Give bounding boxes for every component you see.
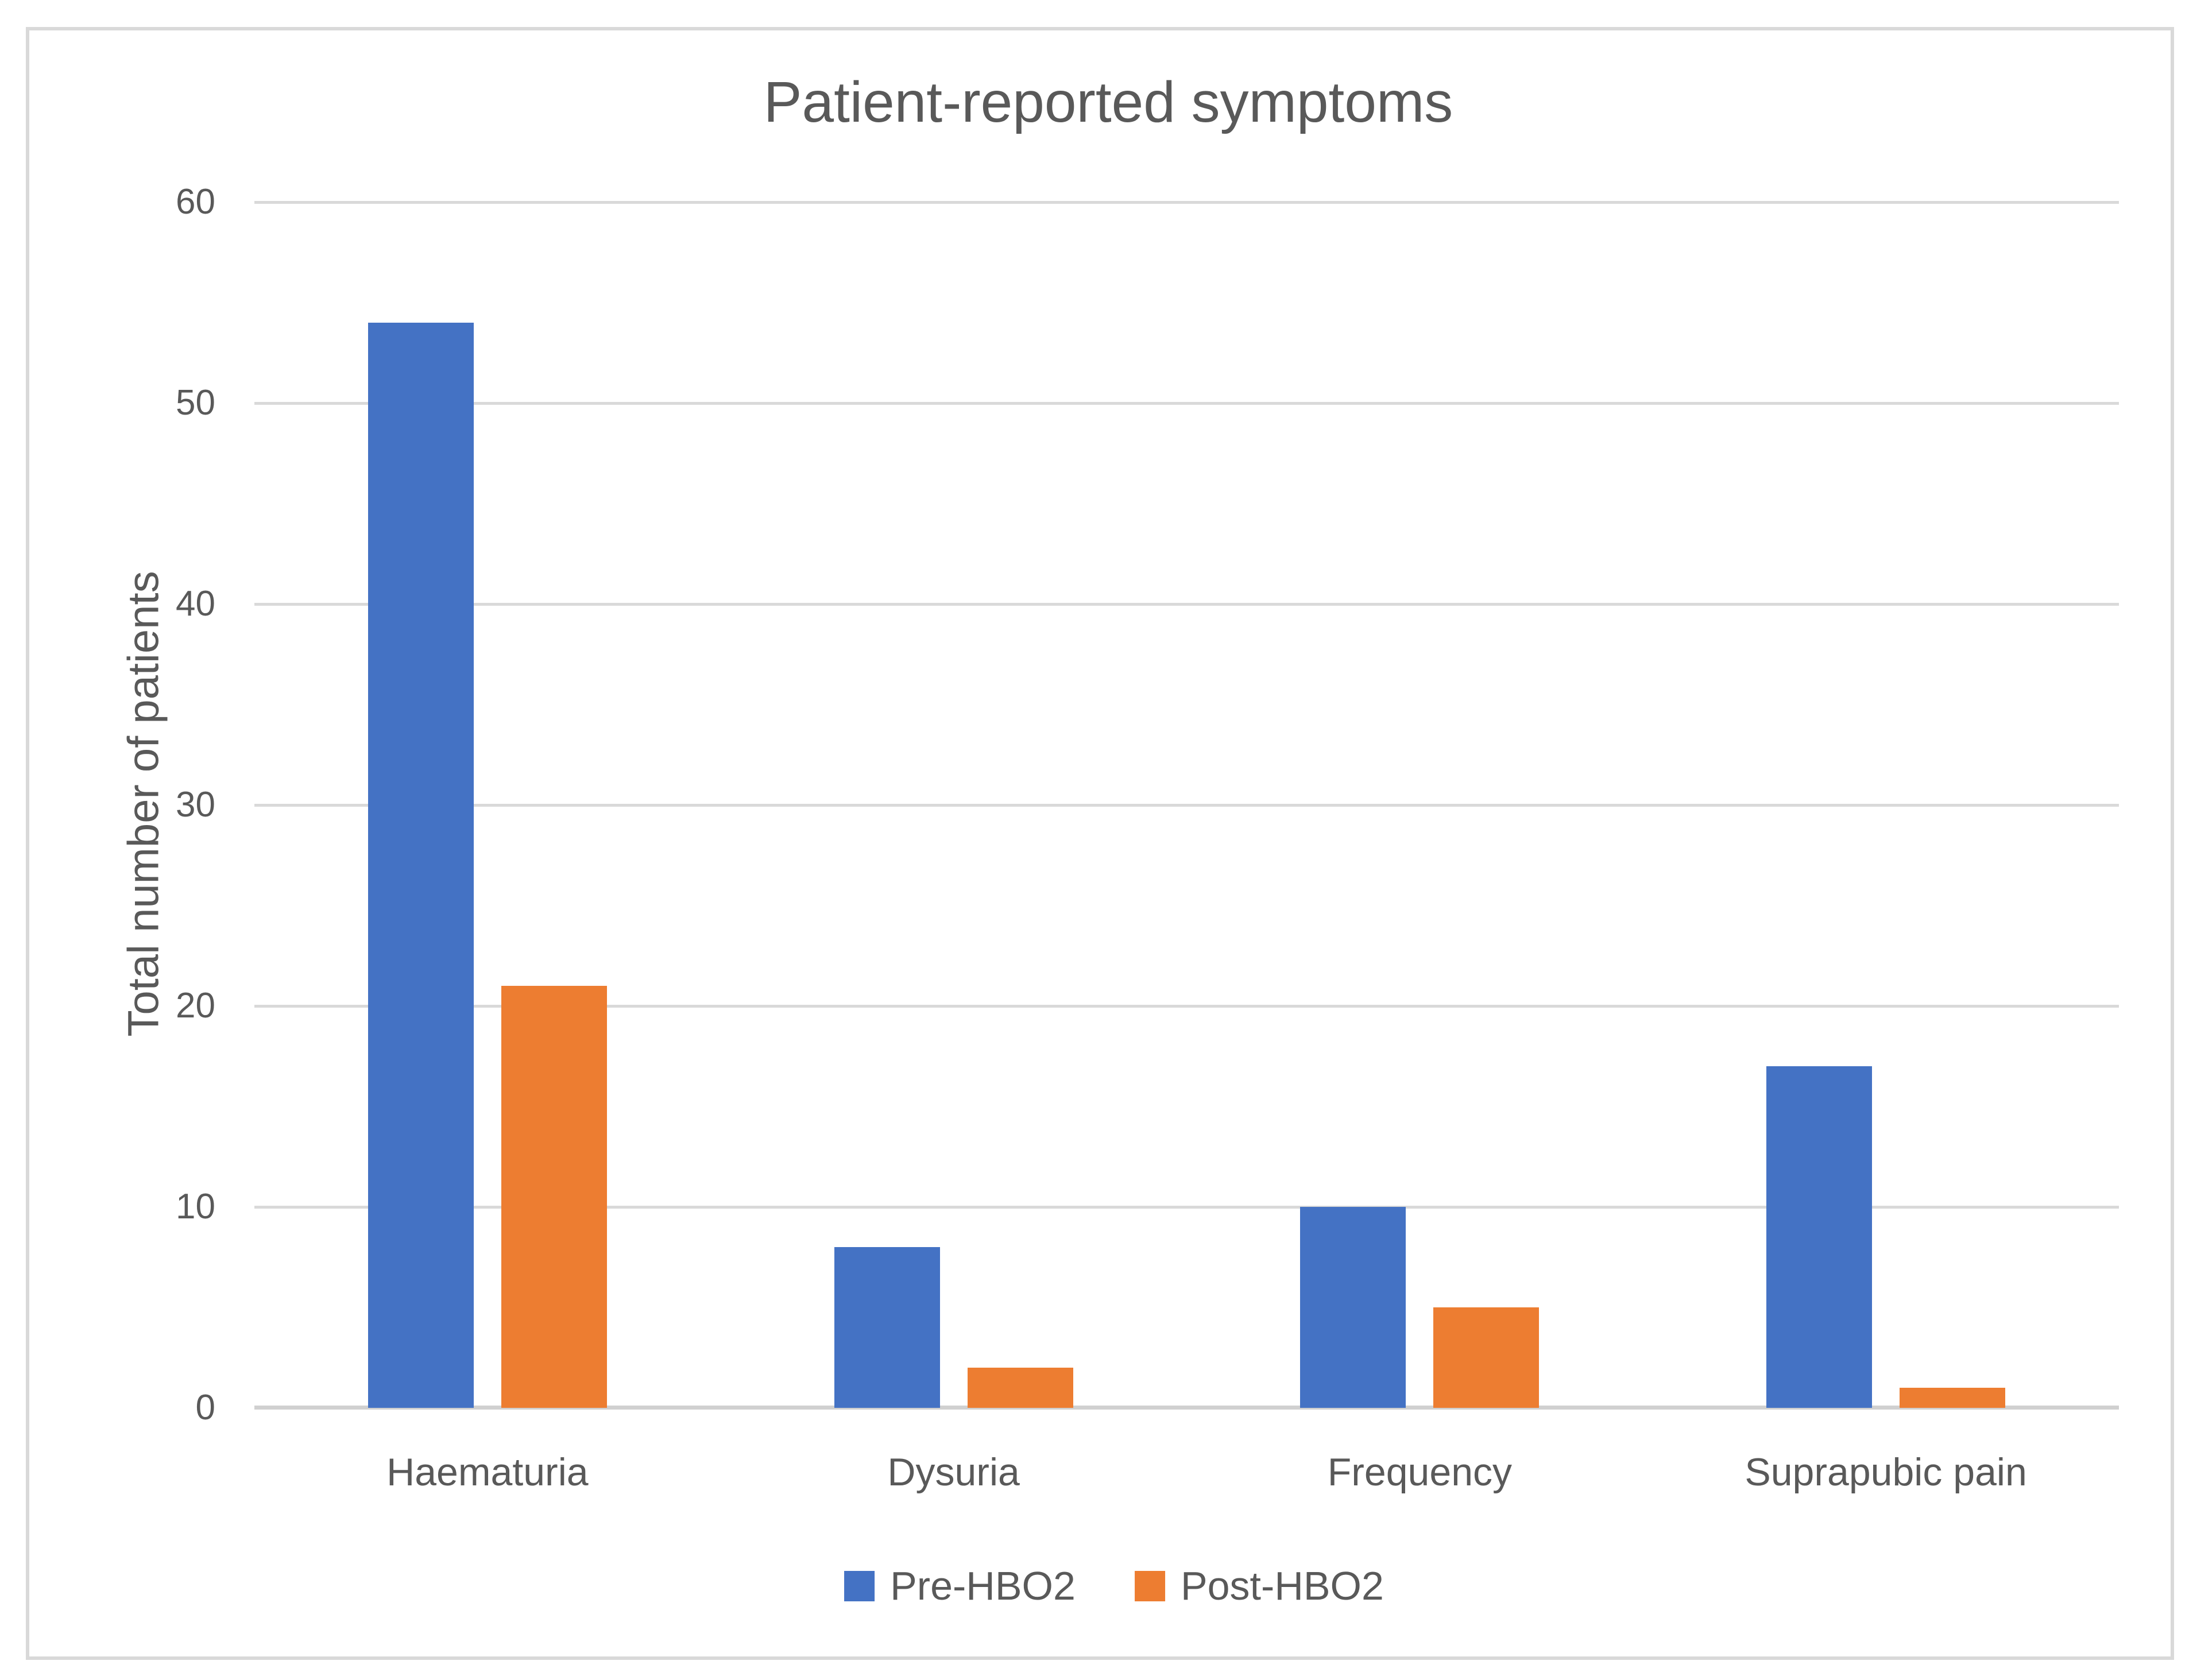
legend-swatch-post-hbo2	[1134, 1570, 1165, 1601]
y-tick-label-0: 0	[195, 1388, 215, 1427]
gridline-50	[254, 402, 2119, 405]
bar-post-hbo2-dysuria	[967, 1368, 1073, 1408]
plot-area	[254, 201, 2119, 1410]
bar-post-hbo2-frequency	[1433, 1307, 1540, 1408]
gridline-30	[254, 804, 2119, 807]
bar-pre-hbo2-suprapubic-pain	[1766, 1066, 1873, 1408]
bar-post-hbo2-haematuria	[501, 986, 607, 1408]
legend-item-pre-hbo2: Pre-HBO2	[844, 1563, 1076, 1609]
gridline-10	[254, 1206, 2119, 1209]
y-tick-label-50: 50	[176, 383, 215, 423]
y-tick-label-40: 40	[176, 584, 215, 624]
legend: Pre-HBO2 Post-HBO2	[844, 1563, 1384, 1609]
category-label-dysuria: Dysuria	[887, 1450, 1020, 1494]
x-axis-line	[254, 1406, 2119, 1410]
bar-pre-hbo2-haematuria	[368, 323, 474, 1408]
gridline-60	[254, 201, 2119, 204]
gridline-40	[254, 603, 2119, 606]
y-tick-label-60: 60	[176, 182, 215, 222]
category-label-haematuria: Haematuria	[386, 1450, 589, 1494]
y-tick-label-20: 20	[176, 986, 215, 1025]
legend-swatch-pre-hbo2	[844, 1570, 875, 1601]
category-label-frequency: Frequency	[1327, 1450, 1513, 1494]
legend-label-pre-hbo2: Pre-HBO2	[890, 1563, 1076, 1608]
legend-label-post-hbo2: Post-HBO2	[1180, 1563, 1384, 1608]
category-label-suprapubic-pain: Suprapubic pain	[1745, 1450, 2027, 1494]
y-tick-label-30: 30	[176, 785, 215, 824]
legend-item-post-hbo2: Post-HBO2	[1134, 1563, 1384, 1609]
chart-title: Patient-reported symptoms	[763, 70, 1453, 134]
y-tick-label-10: 10	[176, 1187, 215, 1226]
bar-post-hbo2-suprapubic-pain	[1900, 1388, 2006, 1408]
bar-pre-hbo2-dysuria	[834, 1247, 940, 1408]
bar-pre-hbo2-frequency	[1300, 1207, 1406, 1408]
gridline-20	[254, 1005, 2119, 1008]
